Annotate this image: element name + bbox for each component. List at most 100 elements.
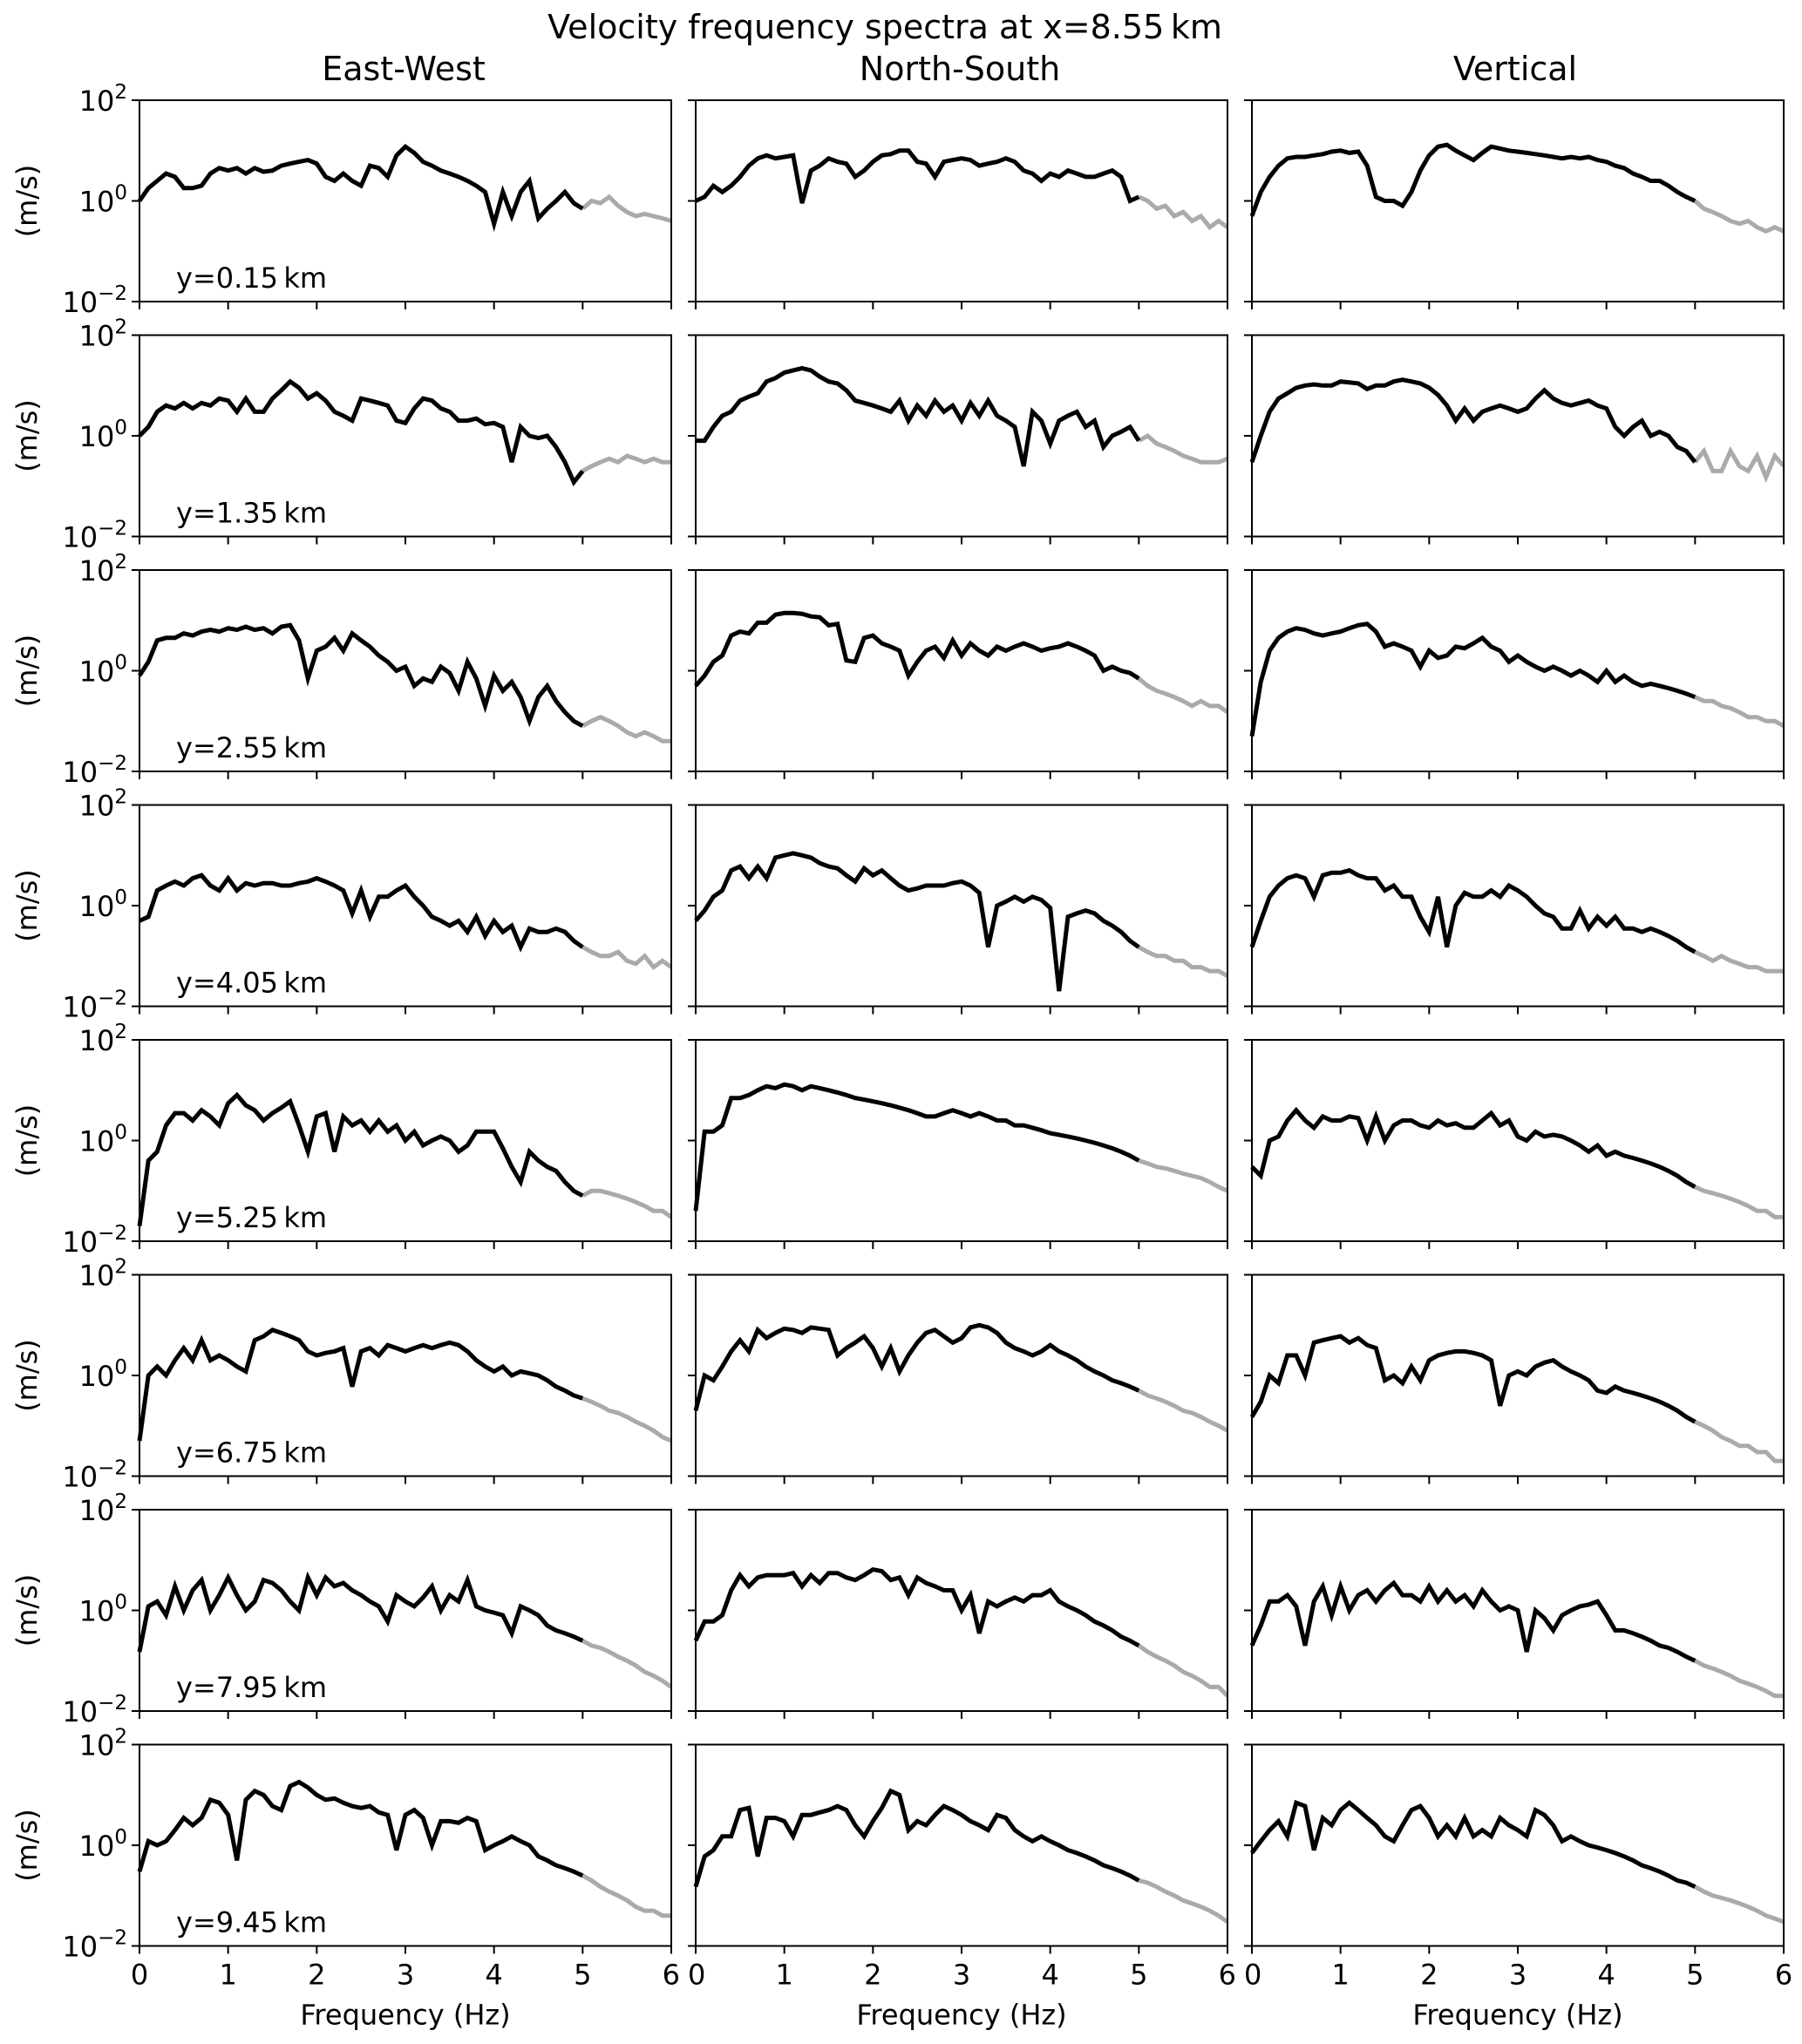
series-line-above-5hz: [581, 1188, 673, 1219]
series-line-above-5hz: [1694, 1884, 1785, 1925]
x-tick-label: 0: [1244, 1959, 1261, 1992]
panel-vertical-row-7: [1244, 1509, 1785, 1719]
y-tick-label-exponent: 2: [114, 786, 127, 809]
y-tick-label: 10−2: [62, 1457, 127, 1494]
y-tick-label: 102: [79, 81, 127, 118]
series-line-0-5hz: [1249, 1579, 1697, 1663]
y-tick-label-exponent: 0: [114, 886, 127, 909]
series-line-0-5hz: [138, 873, 584, 953]
series-line-0-5hz: [1249, 1334, 1697, 1424]
series-line-0-5hz: [694, 851, 1140, 992]
series-line-above-5hz: [1138, 1158, 1229, 1193]
y-tick-label-exponent: 0: [114, 1826, 127, 1849]
x-tick-label: 5: [1686, 1959, 1703, 1992]
series-line-0-5hz: [693, 1566, 1140, 1648]
panel-frame: [1251, 1039, 1785, 1242]
panel-north-south-row-7: [688, 1509, 1229, 1719]
panel-frame: [695, 1039, 1228, 1242]
y-tick-label: 10−2: [62, 988, 127, 1024]
series-line-above-5hz: [1694, 695, 1785, 729]
y-tick-label-base: 10: [79, 1024, 115, 1057]
y-axis-label: (m/s): [10, 1339, 44, 1412]
y-tick-label: 102: [79, 1021, 127, 1057]
y-tick-label-exponent: −2: [98, 752, 127, 775]
y-tick-label-exponent: 0: [114, 1122, 127, 1144]
x-tick-label: 6: [1219, 1959, 1236, 1992]
y-axis-label: (m/s): [10, 635, 44, 708]
row-label: y=6.75 km: [176, 1436, 327, 1470]
panel-frame: [695, 1273, 1228, 1477]
y-tick-label-exponent: 2: [114, 551, 127, 574]
series-line-above-5hz: [1694, 1419, 1784, 1463]
y-tick-label-exponent: 0: [114, 1356, 127, 1379]
panel-frame: [1251, 1273, 1785, 1477]
y-tick-label: 100: [79, 417, 127, 453]
y-tick-label-base: 10: [79, 420, 115, 453]
series-line-0-5hz: [693, 1322, 1140, 1412]
series-line-0-5hz: [694, 148, 1140, 204]
panel-north-south-row-8: 0 1 2 3 4 5 6 Frequency (Hz): [688, 1743, 1236, 2032]
y-tick-label-base: 10: [79, 320, 115, 353]
y-tick-label-exponent: −2: [98, 518, 127, 540]
series-line-above-5hz: [1138, 1389, 1229, 1433]
y-tick-label-base: 10: [79, 1729, 115, 1762]
y-tick-label-base: 10: [62, 1931, 98, 1964]
panel-north-south-row-1: [688, 99, 1229, 309]
y-tick-label-base: 10: [79, 1830, 115, 1863]
series-line-above-5hz: [1138, 194, 1229, 231]
row-label: y=4.05 km: [176, 967, 327, 1000]
x-tick-label: 3: [953, 1959, 970, 1992]
row-label: y=1.35 km: [176, 497, 327, 530]
series-line-above-5hz: [1694, 1659, 1784, 1699]
y-tick-label: 100: [79, 1356, 127, 1393]
y-tick-label-base: 10: [79, 1595, 115, 1628]
y-tick-label: 10−2: [62, 1222, 127, 1259]
y-tick-label: 100: [79, 1122, 127, 1158]
series-line-above-5hz: [581, 1395, 673, 1443]
x-tick-label: 0: [131, 1959, 148, 1992]
y-tick-label: 102: [79, 316, 127, 353]
y-tick-label-base: 10: [79, 554, 115, 587]
y-tick-label-exponent: −2: [98, 282, 127, 305]
x-tick-label: 2: [1420, 1959, 1438, 1992]
y-tick-label: 10−2: [62, 518, 127, 554]
y-axis-label: (m/s): [10, 1104, 44, 1178]
x-tick-label: 0: [688, 1959, 705, 1992]
row-label: y=7.95 km: [176, 1671, 327, 1704]
x-axis-label: Frequency (Hz): [856, 1999, 1066, 2032]
row-label: y=2.55 km: [176, 731, 327, 764]
panel-frame: [1251, 1743, 1785, 1947]
figure-title: Velocity frequency spectra at x=8.55 km: [547, 8, 1222, 46]
panel-vertical-row-5: [1244, 1039, 1785, 1249]
series-line-above-5hz: [1138, 1878, 1229, 1924]
panel-north-south-row-4: [688, 804, 1229, 1015]
y-tick-label-base: 10: [79, 85, 115, 118]
x-tick-label: 3: [1509, 1959, 1527, 1992]
panel-frame: [1251, 99, 1785, 302]
x-tick-label: 5: [1130, 1959, 1147, 1992]
series-line-above-5hz: [581, 1873, 671, 1918]
y-axis-label: (m/s): [10, 399, 44, 472]
x-tick-label: 1: [219, 1959, 236, 1992]
y-tick-label-base: 10: [62, 991, 98, 1024]
panel-vertical-row-1: [1244, 99, 1785, 309]
x-tick-label: 4: [1041, 1959, 1058, 1992]
y-tick-label: 100: [79, 1592, 127, 1628]
series-line-above-5hz: [1694, 949, 1784, 974]
series-line-above-5hz: [581, 1639, 673, 1689]
y-tick-label-exponent: −2: [98, 1222, 127, 1245]
y-tick-label: 102: [79, 786, 127, 823]
y-tick-label-exponent: 2: [114, 1256, 127, 1279]
y-tick-label-base: 10: [62, 1226, 98, 1259]
series-line-0-5hz: [693, 1788, 1140, 1888]
y-tick-label-base: 10: [62, 521, 98, 554]
y-tick-label-base: 10: [79, 790, 115, 823]
series-line-0-5hz: [1249, 867, 1697, 954]
